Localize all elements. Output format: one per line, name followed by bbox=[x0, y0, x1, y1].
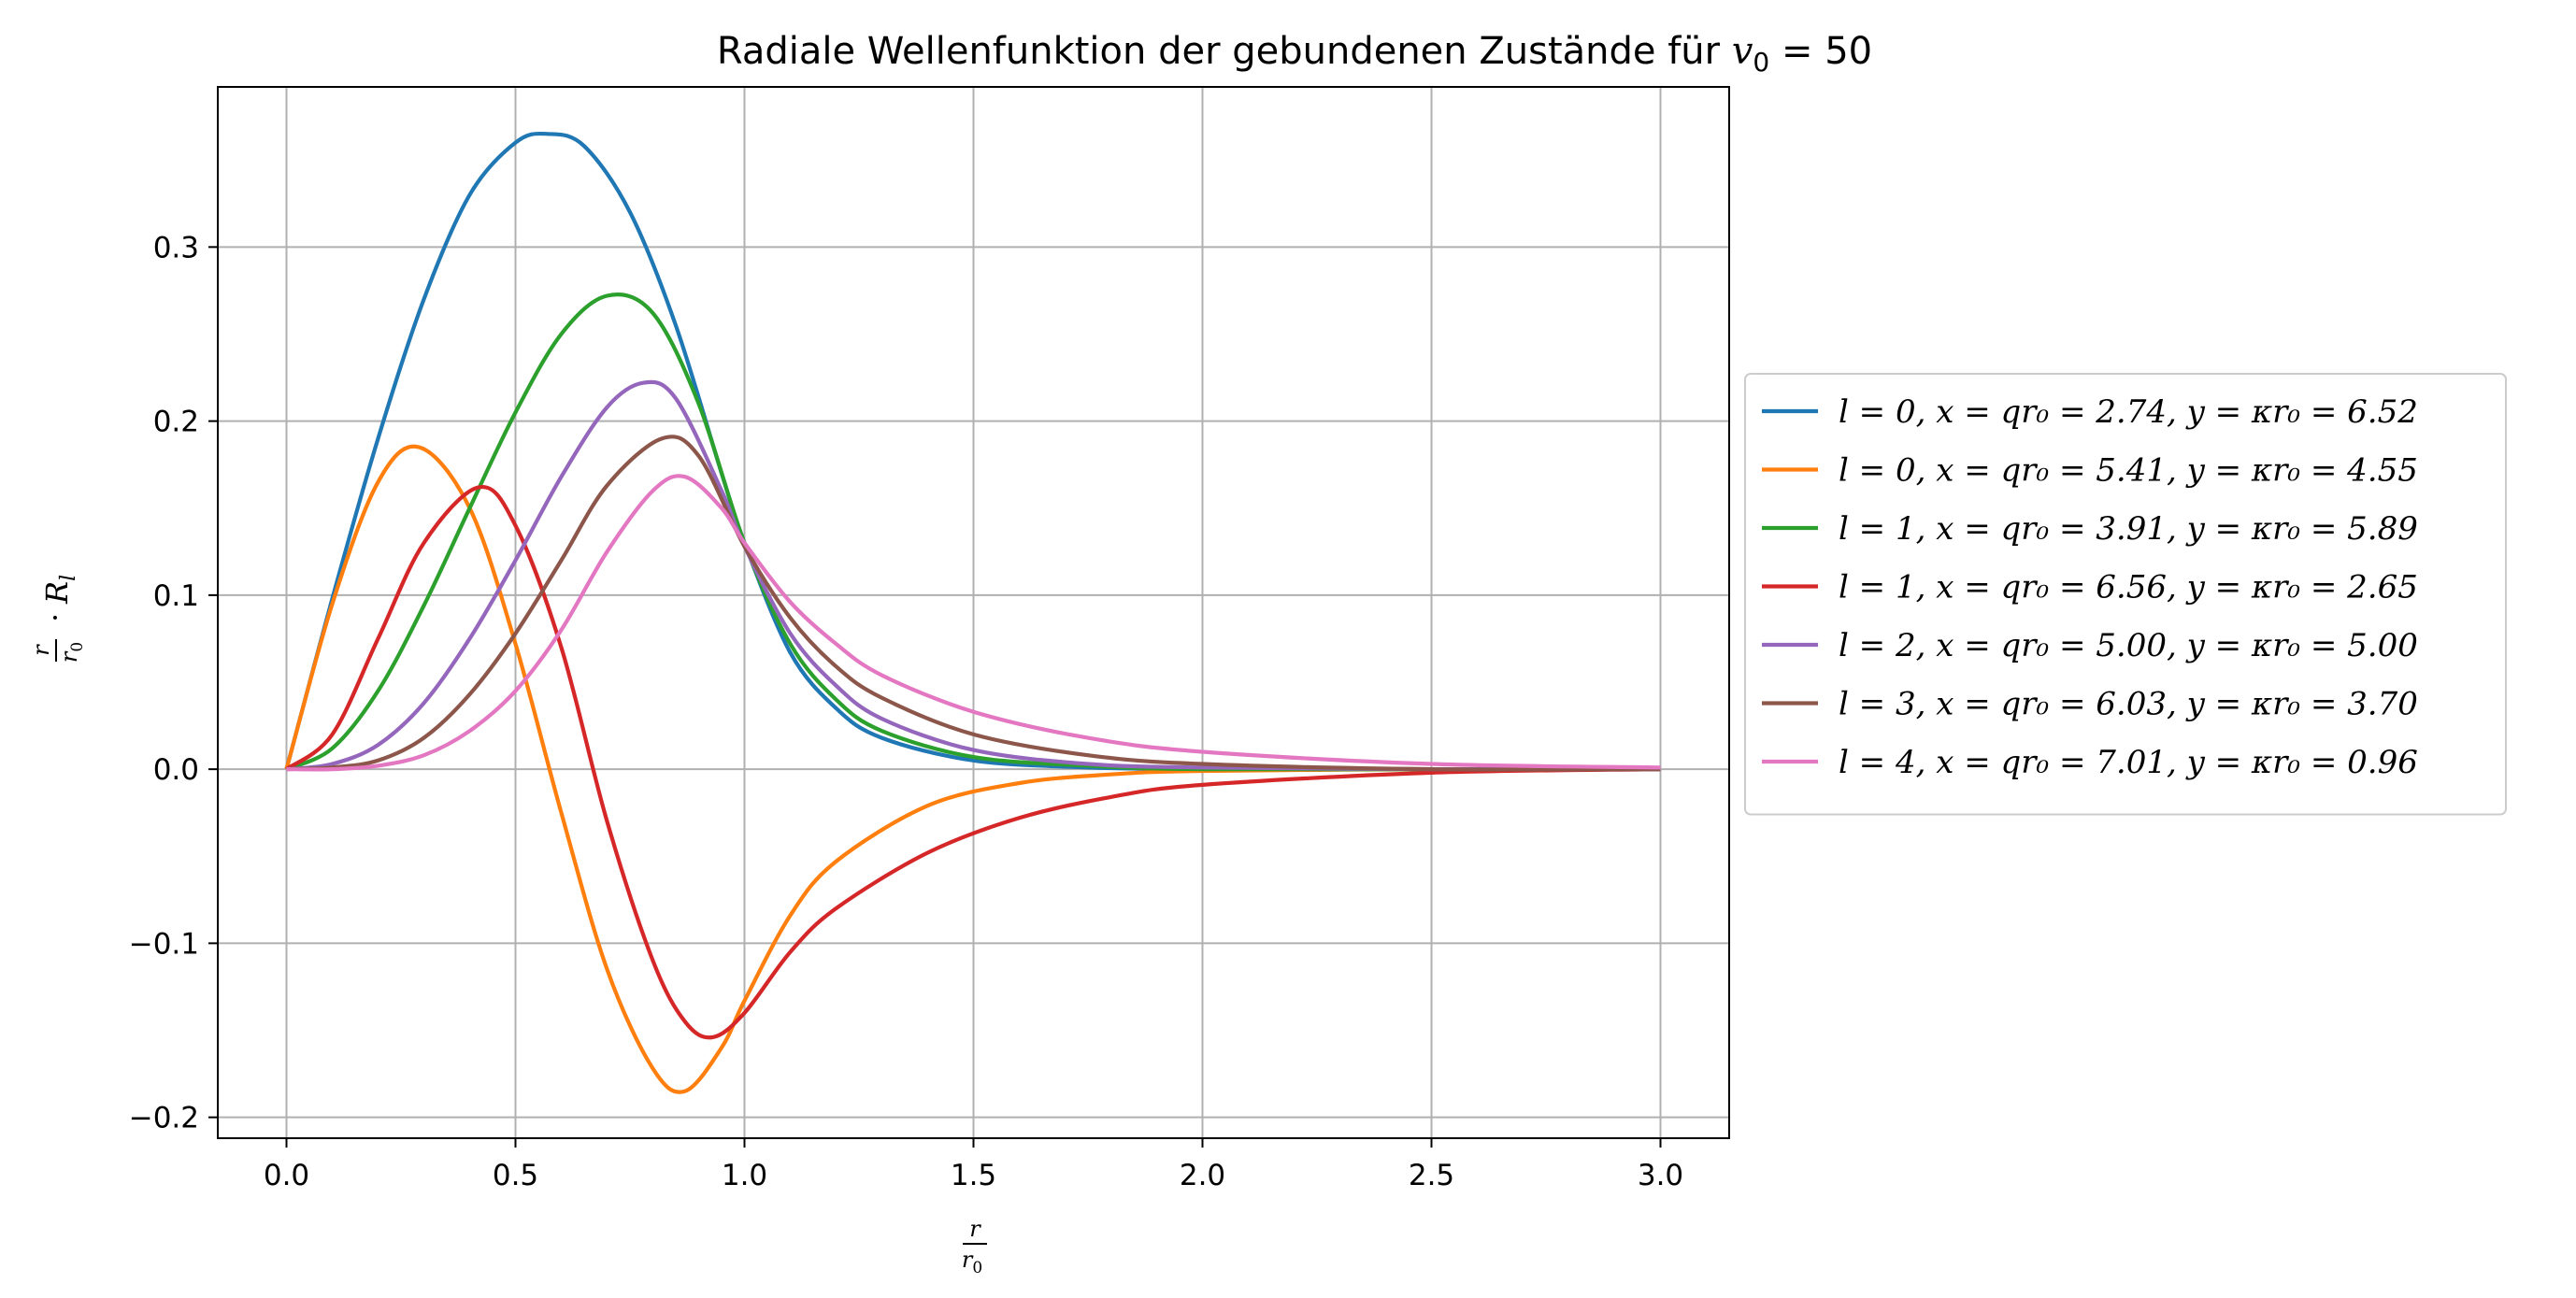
legend-label-0: l = 0, x = qr₀ = 2.74, y = κr₀ = 6.52 bbox=[1839, 393, 2418, 431]
x-tick-label: 1.5 bbox=[951, 1159, 996, 1192]
y-tick-label: −0.1 bbox=[129, 927, 199, 961]
legend-label-3: l = 1, x = qr₀ = 6.56, y = κr₀ = 2.65 bbox=[1839, 569, 2418, 606]
legend-label-1: l = 0, x = qr₀ = 5.41, y = κr₀ = 4.55 bbox=[1839, 452, 2418, 490]
legend: l = 0, x = qr₀ = 2.74, y = κr₀ = 6.52 l =… bbox=[1744, 373, 2507, 816]
x-tick-label: 1.0 bbox=[722, 1159, 767, 1192]
plot-lines bbox=[284, 131, 1661, 1094]
x-tick-label: 3.0 bbox=[1638, 1159, 1683, 1192]
series-line-4 bbox=[286, 379, 1661, 772]
y-tick-label: −0.2 bbox=[129, 1102, 199, 1135]
svg-text:r: r bbox=[969, 1216, 981, 1242]
y-tick-label: 0.2 bbox=[153, 406, 199, 439]
x-tick-label: 0.5 bbox=[493, 1159, 538, 1192]
series-line-1 bbox=[284, 444, 1661, 1094]
y-axis: −0.2 −0.1 0.0 0.1 0.2 0.3 bbox=[129, 231, 218, 1135]
series-line-5 bbox=[286, 435, 1661, 772]
svg-text:·: · bbox=[37, 613, 73, 622]
x-axis: 0.0 0.5 1.0 1.5 2.0 2.5 3.0 bbox=[264, 1138, 1683, 1192]
y-tick-label: 0.1 bbox=[153, 579, 199, 613]
legend-label-6: l = 4, x = qr₀ = 7.01, y = κr₀ = 0.96 bbox=[1839, 744, 2418, 781]
legend-label-2: l = 1, x = qr₀ = 3.91, y = κr₀ = 5.89 bbox=[1839, 510, 2418, 548]
legend-label-4: l = 2, x = qr₀ = 5.00, y = κr₀ = 5.00 bbox=[1839, 627, 2418, 664]
legend-box bbox=[1744, 373, 2507, 816]
x-tick-label: 2.5 bbox=[1409, 1159, 1454, 1192]
x-tick-label: 0.0 bbox=[264, 1159, 309, 1192]
x-tick-label: 2.0 bbox=[1180, 1159, 1225, 1192]
svg-text:r: r bbox=[28, 644, 54, 656]
y-tick-label: 0.3 bbox=[153, 231, 199, 264]
legend-label-5: l = 3, x = qr₀ = 6.03, y = κr₀ = 3.70 bbox=[1839, 686, 2418, 723]
y-tick-label: 0.0 bbox=[153, 753, 199, 787]
series-line-6 bbox=[286, 474, 1661, 772]
series-line-3 bbox=[285, 484, 1661, 1040]
chart-title: Radiale Wellenfunktion der gebundenen Zu… bbox=[717, 30, 1872, 78]
